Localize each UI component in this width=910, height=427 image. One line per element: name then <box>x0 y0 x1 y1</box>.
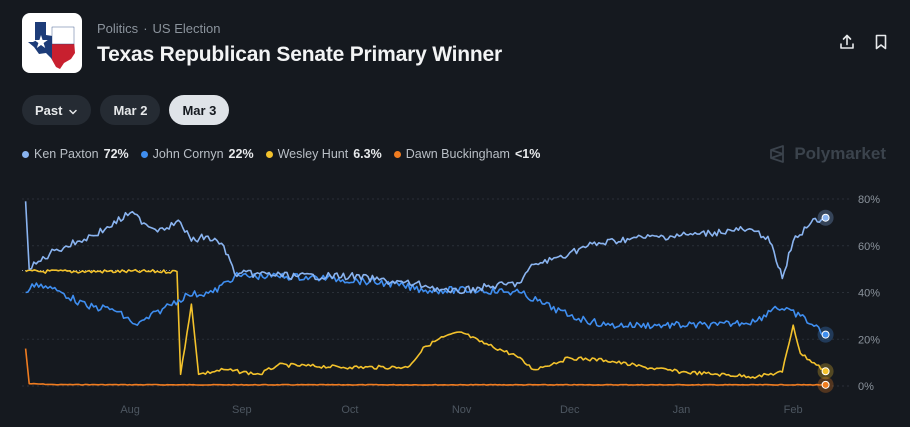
series-endpoint-0[interactable] <box>821 213 830 222</box>
legend-swatch-buckingham <box>393 150 401 158</box>
chart-gridlines <box>22 198 850 387</box>
legend-item-cornyn[interactable]: John Cornyn 22% <box>140 147 254 161</box>
legend-swatch-cornyn <box>140 150 148 158</box>
legend-value-hunt: 6.3% <box>353 147 382 161</box>
y-tick-label: 80% <box>858 194 880 206</box>
x-axis-ticks: Aug Sep Oct Nov Dec Jan Feb <box>120 404 802 416</box>
texas-flag-icon <box>22 13 82 73</box>
brand-name: Polymarket <box>794 144 886 163</box>
legend-value-buckingham: <1% <box>514 147 541 161</box>
legend-swatch-paxton <box>22 150 29 158</box>
filter-mar-3[interactable]: Mar 3 <box>169 95 230 125</box>
chart-series-endpoints <box>817 209 834 393</box>
chart-series-lines <box>24 201 827 386</box>
filter-mar-2[interactable]: Mar 2 <box>100 95 161 125</box>
legend-item-hunt[interactable]: Wesley Hunt 6.3% <box>265 147 382 161</box>
legend-value-paxton: 72% <box>103 147 129 161</box>
breadcrumb-subcategory[interactable]: US Election <box>152 21 221 36</box>
page-title: Texas Republican Senate Primary Winner <box>97 43 502 66</box>
chevron-down-icon <box>68 105 78 115</box>
legend-name-buckingham: Dawn Buckingham <box>405 147 510 161</box>
price-history-chart[interactable]: 0% 20% 40% 60% 80% Aug Sep Oct Nov Dec Jan Feb <box>0 185 910 427</box>
breadcrumb: Politics · US Election <box>97 21 220 36</box>
filter-mar-3-label: Mar 3 <box>182 102 217 118</box>
legend-value-cornyn: 22% <box>228 147 254 161</box>
y-axis-ticks: 0% 20% 40% 60% 80% <box>858 194 880 393</box>
y-tick-label: 40% <box>858 288 880 300</box>
x-tick-label: Dec <box>560 404 580 416</box>
series-line-3 <box>24 348 826 386</box>
x-tick-label: Sep <box>232 404 252 416</box>
legend-name-hunt: Wesley Hunt <box>277 147 349 161</box>
legend-item-buckingham[interactable]: Dawn Buckingham <1% <box>393 147 541 161</box>
x-tick-label: Feb <box>784 404 803 416</box>
polymarket-logo-icon <box>770 145 785 163</box>
header-actions <box>838 33 890 51</box>
y-tick-label: 20% <box>858 334 880 346</box>
series-endpoint-2[interactable] <box>821 367 830 376</box>
polymarket-watermark: Polymarket <box>768 144 886 164</box>
series-line-1 <box>25 271 827 337</box>
series-endpoint-1[interactable] <box>821 330 830 339</box>
bookmark-icon[interactable] <box>872 33 890 51</box>
y-tick-label: 60% <box>858 241 880 253</box>
legend-name-paxton: Ken Paxton <box>34 147 99 161</box>
time-filter-bar: Past Mar 2 Mar 3 <box>22 95 230 125</box>
breadcrumb-separator: · <box>143 21 148 36</box>
x-tick-label: Nov <box>452 404 472 416</box>
y-tick-label: 0% <box>858 381 874 393</box>
series-line-2 <box>25 268 827 379</box>
x-tick-label: Aug <box>120 404 140 416</box>
x-tick-label: Oct <box>341 404 358 416</box>
filter-past-label: Past <box>35 102 63 118</box>
legend-item-paxton[interactable]: Ken Paxton 72% <box>22 147 129 161</box>
series-endpoint-3[interactable] <box>821 380 830 389</box>
breadcrumb-category[interactable]: Politics <box>97 21 139 36</box>
legend-name-cornyn: John Cornyn <box>152 147 224 161</box>
x-tick-label: Jan <box>673 404 691 416</box>
share-icon[interactable] <box>838 33 856 51</box>
filter-mar-2-label: Mar 2 <box>113 102 148 118</box>
market-header: Politics · US Election Texas Republican Se… <box>22 13 890 75</box>
legend-swatch-hunt <box>265 150 273 158</box>
series-line-0 <box>24 201 826 295</box>
filter-past-dropdown[interactable]: Past <box>22 95 92 125</box>
chart-legend: Ken Paxton 72% John Cornyn 22% Wesley Hu… <box>22 147 540 161</box>
